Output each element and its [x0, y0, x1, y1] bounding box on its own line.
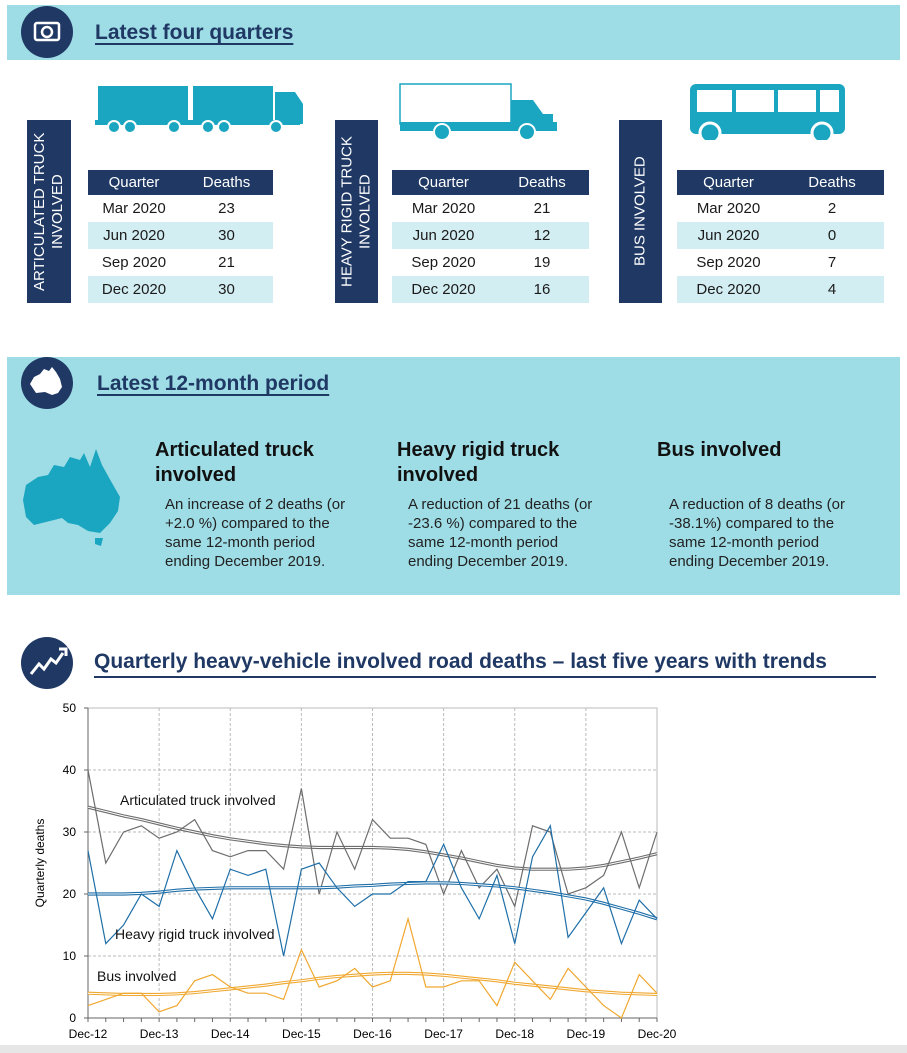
header-row: Quarter Deaths [677, 170, 884, 195]
table-row: Sep 2020 21 [88, 249, 273, 276]
column-header: Deaths [180, 170, 273, 195]
item-text: A reduction of 21 deaths (or -23.6 %) co… [408, 496, 593, 570]
y-tick-label: 30 [63, 825, 77, 839]
table-cell: Jun 2020 [677, 222, 780, 249]
table-row: Jun 2020 30 [88, 222, 273, 249]
table-row: Sep 2020 19 [392, 249, 589, 276]
vehicle-label: HEAVY RIGID TRUCK INVOLVED [335, 120, 378, 303]
table-cell: Sep 2020 [696, 254, 761, 271]
series-label: Heavy rigid truck involved [115, 926, 275, 942]
item-heading: Bus involved [657, 439, 782, 461]
section-band [7, 5, 900, 60]
series-line [87, 824, 658, 957]
item-heading: Heavy rigid truck involved [397, 439, 560, 486]
column-header: Quarter [677, 170, 780, 195]
table-row: Jun 2020 0 [677, 222, 884, 249]
vehicle-label: ARTICULATED TRUCK INVOLVED [27, 120, 71, 303]
y-axis-label: Quarterly deaths [33, 819, 47, 908]
table-row: Mar 2020 23 [88, 195, 273, 222]
trend-line-inner [87, 972, 658, 995]
trend-line-inner [87, 806, 658, 870]
x-tick-label: Dec-13 [140, 1027, 179, 1041]
y-tick-label: 40 [63, 763, 77, 777]
deaths-table: Quarter Deaths Mar 2020 2 Jun 2020 0 Sep 2020 7… [677, 170, 884, 303]
deaths-table: Quarter Deaths Mar 2020 21 Jun 2020 12 Sep 202… [392, 170, 589, 303]
column-header: Quarter [88, 170, 180, 195]
table-cell: Jun 2020 [392, 222, 495, 249]
table-cell: Mar 2020 [102, 200, 166, 217]
table-cell: 30 [180, 222, 273, 249]
x-tick-label: Dec-20 [638, 1027, 677, 1041]
x-tick-label: Dec-12 [69, 1027, 108, 1041]
deaths-table: Quarter Deaths Mar 2020 23 Jun 2020 30 Sep 202… [88, 170, 273, 303]
table-row: Jun 2020 12 [392, 222, 589, 249]
x-tick-label: Dec-16 [353, 1027, 392, 1041]
chart: 0 10 20 30 40 50 Dec-12 Dec-13 Dec-14 Dec-15 Dec-1… [33, 701, 677, 1041]
table-row: Sep 2020 7 [677, 249, 884, 276]
table-cell: Mar 2020 [411, 200, 476, 217]
table-cell: Mar 2020 [696, 200, 761, 217]
table-cell: Sep 2020 [101, 254, 167, 271]
table-row: Dec 2020 30 [88, 276, 273, 303]
x-tick-label: Dec-14 [211, 1027, 250, 1041]
bottom-bar [0, 1045, 907, 1053]
column-header: Deaths [780, 170, 884, 195]
item-heading: Articulated truck involved [155, 439, 314, 486]
header-row: Quarter Deaths [392, 170, 589, 195]
y-tick-label: 50 [63, 701, 77, 715]
y-tick-label: 20 [63, 887, 77, 901]
camera-icon [21, 6, 73, 58]
table-cell: 2 [827, 200, 837, 217]
table-row: Mar 2020 21 [392, 195, 589, 222]
table-cell: 21 [533, 200, 551, 217]
y-tick-label: 10 [63, 949, 77, 963]
australia-map [23, 449, 120, 546]
table-cell: 0 [780, 222, 884, 249]
table-cell: 23 [218, 200, 235, 217]
item-text: An increase of 2 deaths (or +2.0 %) comp… [165, 496, 346, 570]
table-cell: Dec 2020 [677, 276, 780, 303]
table-cell: Jun 2020 [88, 222, 180, 249]
section-title: Latest four quarters [95, 21, 294, 44]
series-line [87, 916, 658, 1019]
table-cell: 21 [218, 254, 235, 271]
table-cell: 19 [533, 254, 551, 271]
vehicle-icons [95, 83, 845, 140]
x-tick-label: Dec-17 [424, 1027, 463, 1041]
chart-title: Quarterly heavy-vehicle involved road de… [94, 650, 827, 673]
column-header: Deaths [495, 170, 589, 195]
series-line [87, 769, 658, 909]
table-row: Mar 2020 2 [677, 195, 884, 222]
x-tick-label: Dec-19 [567, 1027, 606, 1041]
table-cell: 16 [495, 276, 589, 303]
y-tick-label: 0 [69, 1011, 76, 1025]
table-cell: Dec 2020 [88, 276, 180, 303]
table-cell: 7 [827, 254, 837, 271]
item-text: A reduction of 8 deaths (or -38.1%) comp… [669, 496, 845, 570]
series-label: Bus involved [97, 968, 176, 984]
title-underline [94, 650, 876, 678]
trend-line-inner [88, 882, 658, 920]
australia-icon [21, 357, 73, 409]
series-label: Articulated truck involved [120, 792, 276, 808]
table-row: Dec 2020 16 [392, 276, 589, 303]
column-header: Quarter [392, 170, 495, 195]
x-tick-label: Dec-15 [282, 1027, 321, 1041]
section-title: Latest 12-month period [97, 372, 330, 395]
section-band [7, 357, 900, 595]
table-cell: 30 [180, 276, 273, 303]
table-cell: 12 [495, 222, 589, 249]
x-tick-label: Dec-18 [495, 1027, 534, 1041]
table-row: Dec 2020 4 [677, 276, 884, 303]
table-cell: 4 [780, 276, 884, 303]
header-row: Quarter Deaths [88, 170, 273, 195]
table-cell: Dec 2020 [392, 276, 495, 303]
table-cell: Sep 2020 [411, 254, 476, 271]
vehicle-label: BUS INVOLVED [619, 120, 662, 303]
trend-icon [21, 637, 73, 689]
